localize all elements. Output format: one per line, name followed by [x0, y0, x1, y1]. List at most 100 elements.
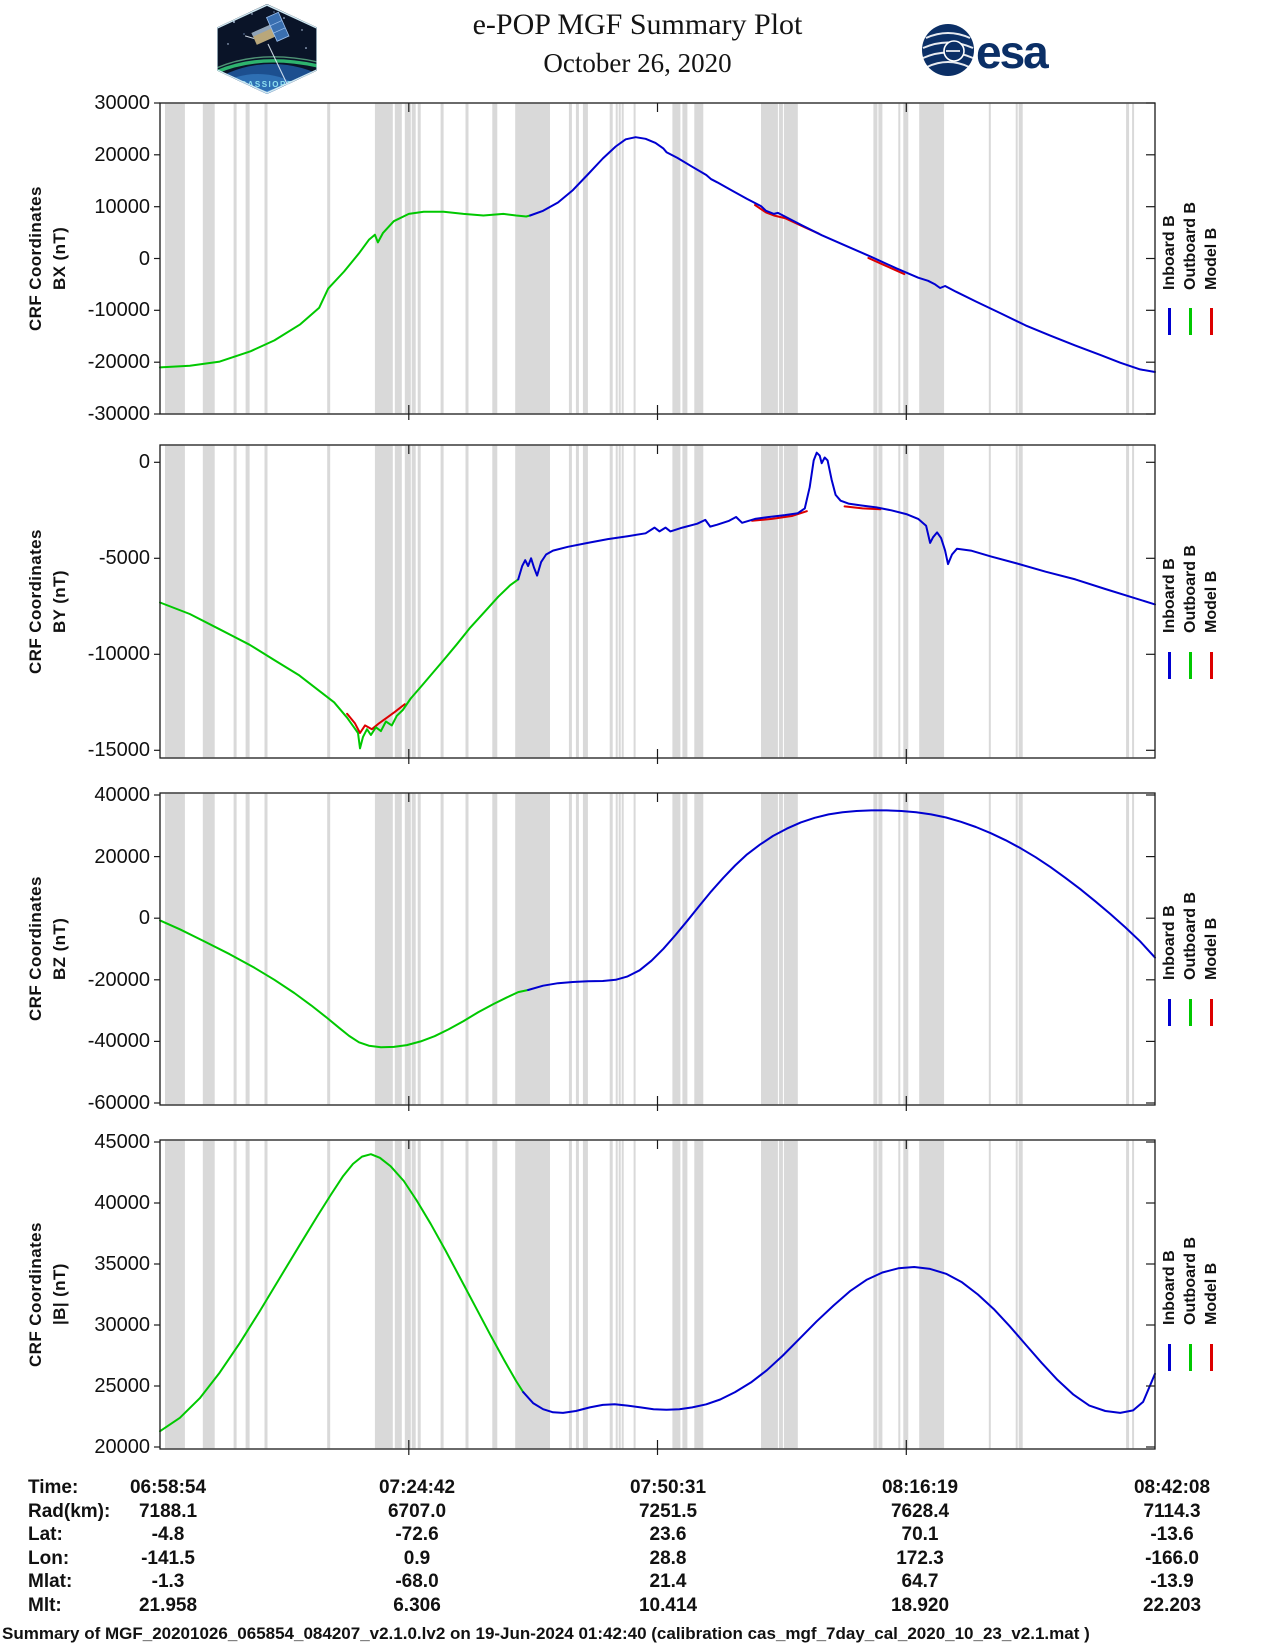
table-cell: -72.6 — [395, 1524, 439, 1545]
data-gap-band — [783, 103, 798, 414]
inboard-b-curve — [527, 809, 1156, 991]
table-row-label: Lat: — [28, 1524, 63, 1545]
table-cell: 10.414 — [638, 1595, 698, 1616]
data-gap-band — [515, 793, 550, 1105]
y-tick-label: 20000 — [94, 846, 150, 868]
data-gap-band — [903, 445, 909, 758]
legend-item-inboard: Inboard B — [1161, 1250, 1178, 1325]
table-row-label: Lon: — [28, 1548, 70, 1569]
data-gap-band — [165, 445, 185, 758]
plot-border — [159, 792, 1156, 1106]
data-gap-band — [609, 103, 613, 414]
data-gap-band — [440, 1140, 444, 1449]
table-cell: 7251.5 — [638, 1501, 698, 1522]
data-gap-band — [327, 445, 331, 758]
y-tick-label: 25000 — [94, 1375, 150, 1397]
data-gap-band — [694, 445, 704, 758]
data-gap-band — [404, 1140, 411, 1449]
legend-item-inboard: Inboard B — [1161, 558, 1178, 633]
data-gap-band — [621, 1140, 624, 1449]
data-gap-band — [327, 103, 331, 414]
model-b-curve — [843, 505, 882, 511]
data-gap-bands — [165, 445, 1135, 758]
data-gap-band — [327, 793, 331, 1105]
data-gap-band — [988, 103, 991, 414]
table-cell: 70.1 — [901, 1524, 939, 1545]
data-gap-band — [264, 793, 268, 1105]
data-gap-band — [411, 445, 416, 758]
data-gap-band — [568, 103, 572, 414]
data-gap-band — [761, 793, 778, 1105]
data-gap-band — [903, 793, 909, 1105]
esa-logo: esa — [920, 22, 1050, 78]
y-tick-label: 30000 — [94, 1314, 150, 1336]
y-tick-label: 0 — [138, 451, 150, 473]
legend-line-outboard — [1189, 308, 1192, 335]
y-tick-label: 20000 — [94, 144, 150, 166]
data-gap-band — [1018, 103, 1023, 414]
data-gap-band — [515, 103, 550, 414]
data-gap-band — [575, 103, 579, 414]
table-cell: 0.9 — [403, 1548, 431, 1569]
data-gap-band — [615, 445, 618, 758]
data-gap-band — [582, 793, 588, 1105]
inboard-b-curve — [529, 136, 1156, 373]
page-title: e-POP MGF Summary Plot — [472, 8, 803, 41]
data-gap-band — [417, 793, 421, 1105]
y-tick-label: -60000 — [87, 1092, 150, 1114]
cassiope-patch-label: CASSIOPE — [240, 80, 293, 89]
data-gap-band — [233, 793, 237, 1105]
outboard-b-curve — [159, 919, 530, 1049]
summary-footer: Summary of MGF_20201026_065854_084207_v2… — [2, 1624, 1090, 1643]
data-gap-band — [778, 793, 783, 1105]
data-gap-band — [919, 1140, 945, 1449]
data-gap-band — [165, 103, 185, 414]
data-gap-band — [609, 445, 613, 758]
y-tick-label: -20000 — [87, 969, 150, 991]
axis-ticks — [154, 445, 1155, 764]
table-row-label: Mlt: — [28, 1595, 62, 1616]
data-gap-band — [783, 445, 798, 758]
data-gap-band — [615, 793, 618, 1105]
data-gap-band — [374, 445, 393, 758]
legend-line-model — [1210, 999, 1213, 1026]
data-gap-band — [1126, 1140, 1130, 1449]
data-gap-band — [878, 793, 883, 1105]
data-gap-band — [582, 445, 588, 758]
legend-line-inboard — [1168, 308, 1171, 335]
legend-line-outboard — [1189, 652, 1192, 679]
y-tick-label: -20000 — [87, 351, 150, 373]
data-gap-band — [233, 103, 237, 414]
data-gap-band — [264, 103, 268, 414]
data-gap-band — [898, 103, 901, 414]
page-date: October 26, 2020 — [543, 48, 732, 78]
legend-item-model: Model B — [1203, 227, 1220, 290]
data-gap-band — [1018, 445, 1023, 758]
table-cell: 172.3 — [896, 1548, 944, 1569]
table-cell: -1.3 — [151, 1571, 185, 1592]
data-gap-band — [682, 1140, 688, 1449]
data-gap-band — [327, 1140, 331, 1449]
bx-chart — [154, 102, 1156, 420]
legend-item-inboard: Inboard B — [1161, 905, 1178, 980]
y-tick-label: 10000 — [94, 196, 150, 218]
data-gap-band — [165, 1140, 185, 1449]
data-gap-band — [694, 793, 704, 1105]
data-gap-band — [568, 1140, 572, 1449]
data-gap-band — [440, 445, 444, 758]
x-tick-label: 06:58:54 — [129, 1477, 207, 1498]
data-gap-band — [618, 445, 621, 758]
x-tick-label: 08:16:19 — [881, 1477, 959, 1498]
plot-border — [159, 102, 1156, 415]
table-row-label: Mlat: — [28, 1571, 73, 1592]
data-gap-band — [682, 445, 688, 758]
legend-line-outboard — [1189, 1344, 1192, 1371]
data-gap-band — [440, 103, 444, 414]
esa-logo-art: esa — [922, 24, 1050, 78]
data-gap-band — [873, 445, 878, 758]
data-gap-band — [411, 793, 416, 1105]
y-tick-label: 40000 — [94, 1192, 150, 1214]
data-gap-band — [878, 445, 883, 758]
data-gap-band — [672, 445, 681, 758]
data-gap-band — [633, 445, 636, 758]
